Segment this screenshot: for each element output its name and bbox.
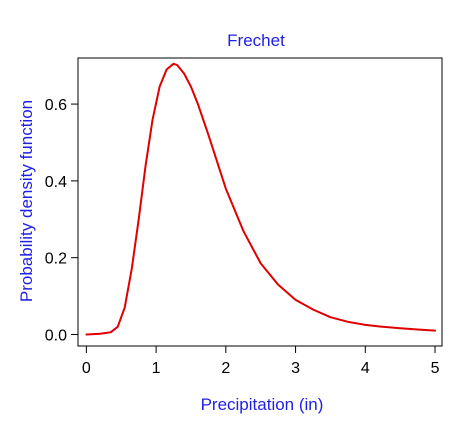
x-tick-label: 4 bbox=[361, 360, 370, 377]
x-axis: 0 1 2 3 4 5 bbox=[82, 346, 440, 377]
x-tick-label: 2 bbox=[221, 360, 230, 377]
y-tick-label: 0.6 bbox=[45, 97, 67, 114]
chart-title: Frechet bbox=[227, 31, 285, 50]
y-tick-label: 0.2 bbox=[45, 251, 67, 268]
plot-frame bbox=[77, 57, 443, 347]
y-tick-label: 0.4 bbox=[45, 174, 67, 191]
x-axis-label: Precipitation (in) bbox=[201, 395, 324, 414]
y-axis: 0.0 0.2 0.4 0.6 bbox=[45, 97, 78, 344]
x-tick-label: 0 bbox=[82, 360, 91, 377]
y-tick-label: 0.0 bbox=[45, 327, 67, 344]
series-layer bbox=[85, 62, 436, 336]
density-curve bbox=[85, 62, 436, 336]
y-axis-label: Probability density function bbox=[17, 100, 36, 302]
x-tick-label: 1 bbox=[152, 360, 161, 377]
x-tick-label: 3 bbox=[291, 360, 300, 377]
x-tick-label: 5 bbox=[431, 360, 440, 377]
